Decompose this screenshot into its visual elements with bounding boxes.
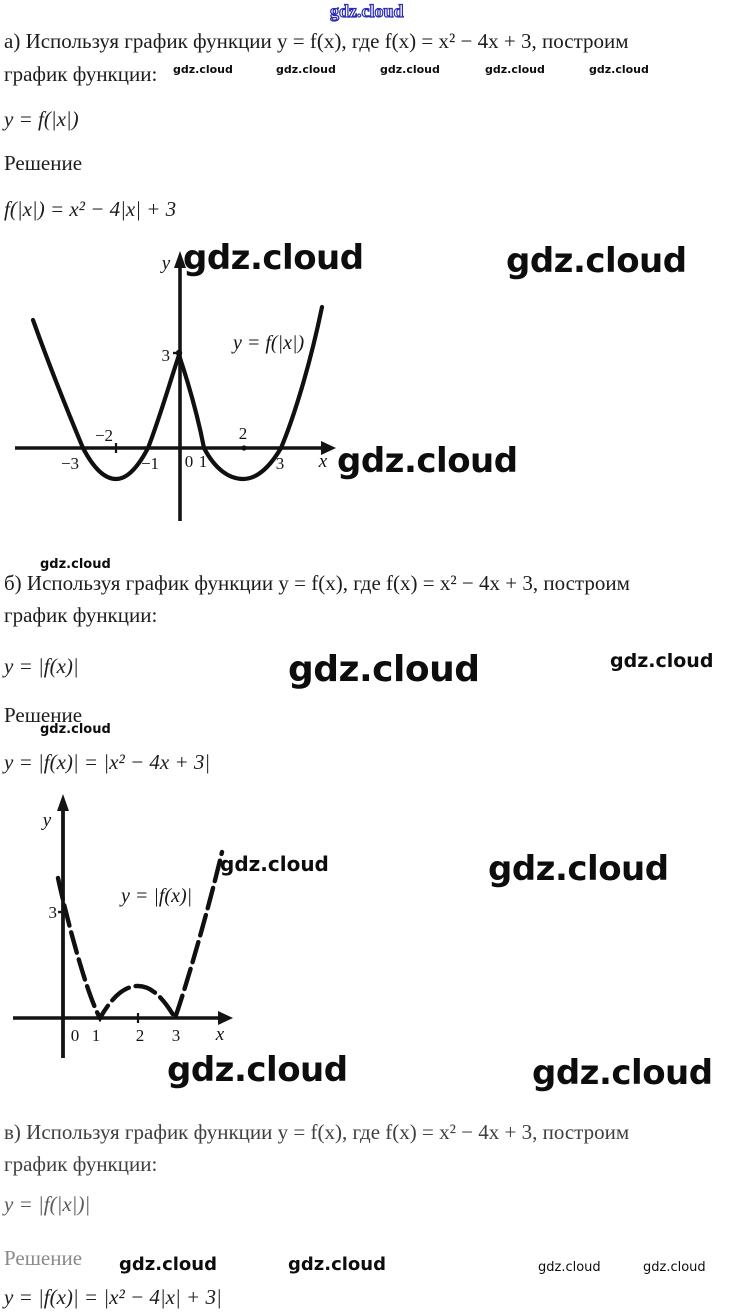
- xtick-1-label: 1: [199, 452, 208, 471]
- xtick-1-label: 1: [92, 1026, 101, 1045]
- watermark-inline: gdz.cloud: [173, 63, 233, 76]
- y-axis-label: y: [41, 810, 52, 831]
- y-axis-label: y: [160, 253, 171, 274]
- xtick-2-label: 2: [136, 1026, 145, 1045]
- section-b-derivation-formula: y = |f(x)| = |x² − 4x + 3|: [4, 750, 211, 774]
- watermark-graph2-right: gdz.cloud: [488, 849, 669, 889]
- y-axis-arrow-icon: [57, 794, 69, 811]
- section-a-intro-line1: а) Используя график функции y = f(x), гд…: [4, 29, 629, 53]
- xtick-0-label: 0: [71, 1026, 80, 1045]
- watermark-inline: gdz.cloud: [119, 1254, 217, 1275]
- section-v-task-formula: y = |f(|x|)|: [4, 1192, 91, 1216]
- watermark-graph2-below-right: gdz.cloud: [532, 1053, 713, 1093]
- x-axis-arrow-icon: [321, 441, 336, 455]
- x-axis-arrow-icon: [218, 1011, 233, 1025]
- ytick-3-label: 3: [49, 903, 58, 922]
- xtick-2-label: 2: [239, 424, 248, 443]
- curve-abs-f-x: [55, 849, 225, 1024]
- watermark-graph2-above: gdz.cloud: [220, 852, 329, 876]
- y-axis-arrow-icon: [174, 251, 186, 268]
- watermark-graph1-right: gdz.cloud: [506, 241, 687, 281]
- watermark-inline: gdz.cloud: [276, 63, 336, 76]
- section-v-intro-line2: график функции:: [4, 1152, 158, 1176]
- watermark-graph1-top: gdz.cloud: [183, 238, 364, 278]
- section-v-solution-label: Решение: [4, 1246, 83, 1270]
- section-b-intro-line2: график функции:: [4, 603, 158, 627]
- watermark-inline: gdz.cloud: [40, 557, 111, 572]
- watermark-b-right: gdz.cloud: [610, 650, 714, 672]
- x-axis-label: x: [215, 1024, 225, 1045]
- watermark-b-center: gdz.cloud: [288, 649, 480, 690]
- watermark-inline: gdz.cloud: [288, 1254, 386, 1275]
- graph-f-abs-x: y x 3 −3 −2 −1 0 1 2 3 y = f(|x|): [15, 251, 336, 521]
- xtick-2-mark: [241, 445, 247, 451]
- watermark-graph1-bottom: gdz.cloud: [337, 441, 518, 481]
- curve-equation-label: y = |f(x)|: [119, 885, 192, 907]
- section-b-solution-label: Решение: [4, 703, 83, 727]
- xtick-3-label: 3: [276, 454, 285, 473]
- section-a-derivation-formula: f(|x|) = x² − 4|x| + 3: [4, 197, 177, 221]
- ytick-3-label: 3: [162, 346, 171, 365]
- xtick-minus1-label: −1: [141, 454, 159, 473]
- watermark-inline: gdz.cloud: [40, 722, 111, 737]
- section-a-task-formula: y = f(|x|): [4, 107, 79, 131]
- section-b-intro-line1: б) Используя график функции y = f(x), гд…: [4, 571, 630, 595]
- xtick-minus2-label: −2: [95, 426, 113, 445]
- xtick-minus3-label: −3: [61, 454, 79, 473]
- xtick-3-label: 3: [172, 1026, 181, 1045]
- section-b-task-formula: y = |f(x)|: [4, 654, 79, 678]
- watermark-graph2-below: gdz.cloud: [167, 1050, 348, 1090]
- section-v-derivation-formula: y = |f(x)| = |x² − 4|x| + 3|: [4, 1285, 222, 1309]
- watermark-inline: gdz.cloud: [643, 1260, 706, 1275]
- watermark-top-blue: gdz.cloud: [329, 0, 404, 21]
- section-a-intro-line2: график функции:: [4, 62, 158, 86]
- xtick-0-label: 0: [185, 452, 194, 471]
- curve-equation-label: y = f(|x|): [231, 332, 304, 354]
- watermark-inline: gdz.cloud: [538, 1260, 601, 1275]
- watermark-inline: gdz.cloud: [485, 63, 545, 76]
- watermark-inline: gdz.cloud: [380, 63, 440, 76]
- watermark-inline: gdz.cloud: [589, 63, 649, 76]
- x-axis-label: x: [318, 451, 328, 472]
- section-v-intro-line1: в) Используя график функции y = f(x), гд…: [4, 1120, 630, 1144]
- section-a-solution-label: Решение: [4, 151, 83, 175]
- graph-abs-f-x: y x 3 0 1 2 3 y = |f(x)|: [13, 794, 233, 1058]
